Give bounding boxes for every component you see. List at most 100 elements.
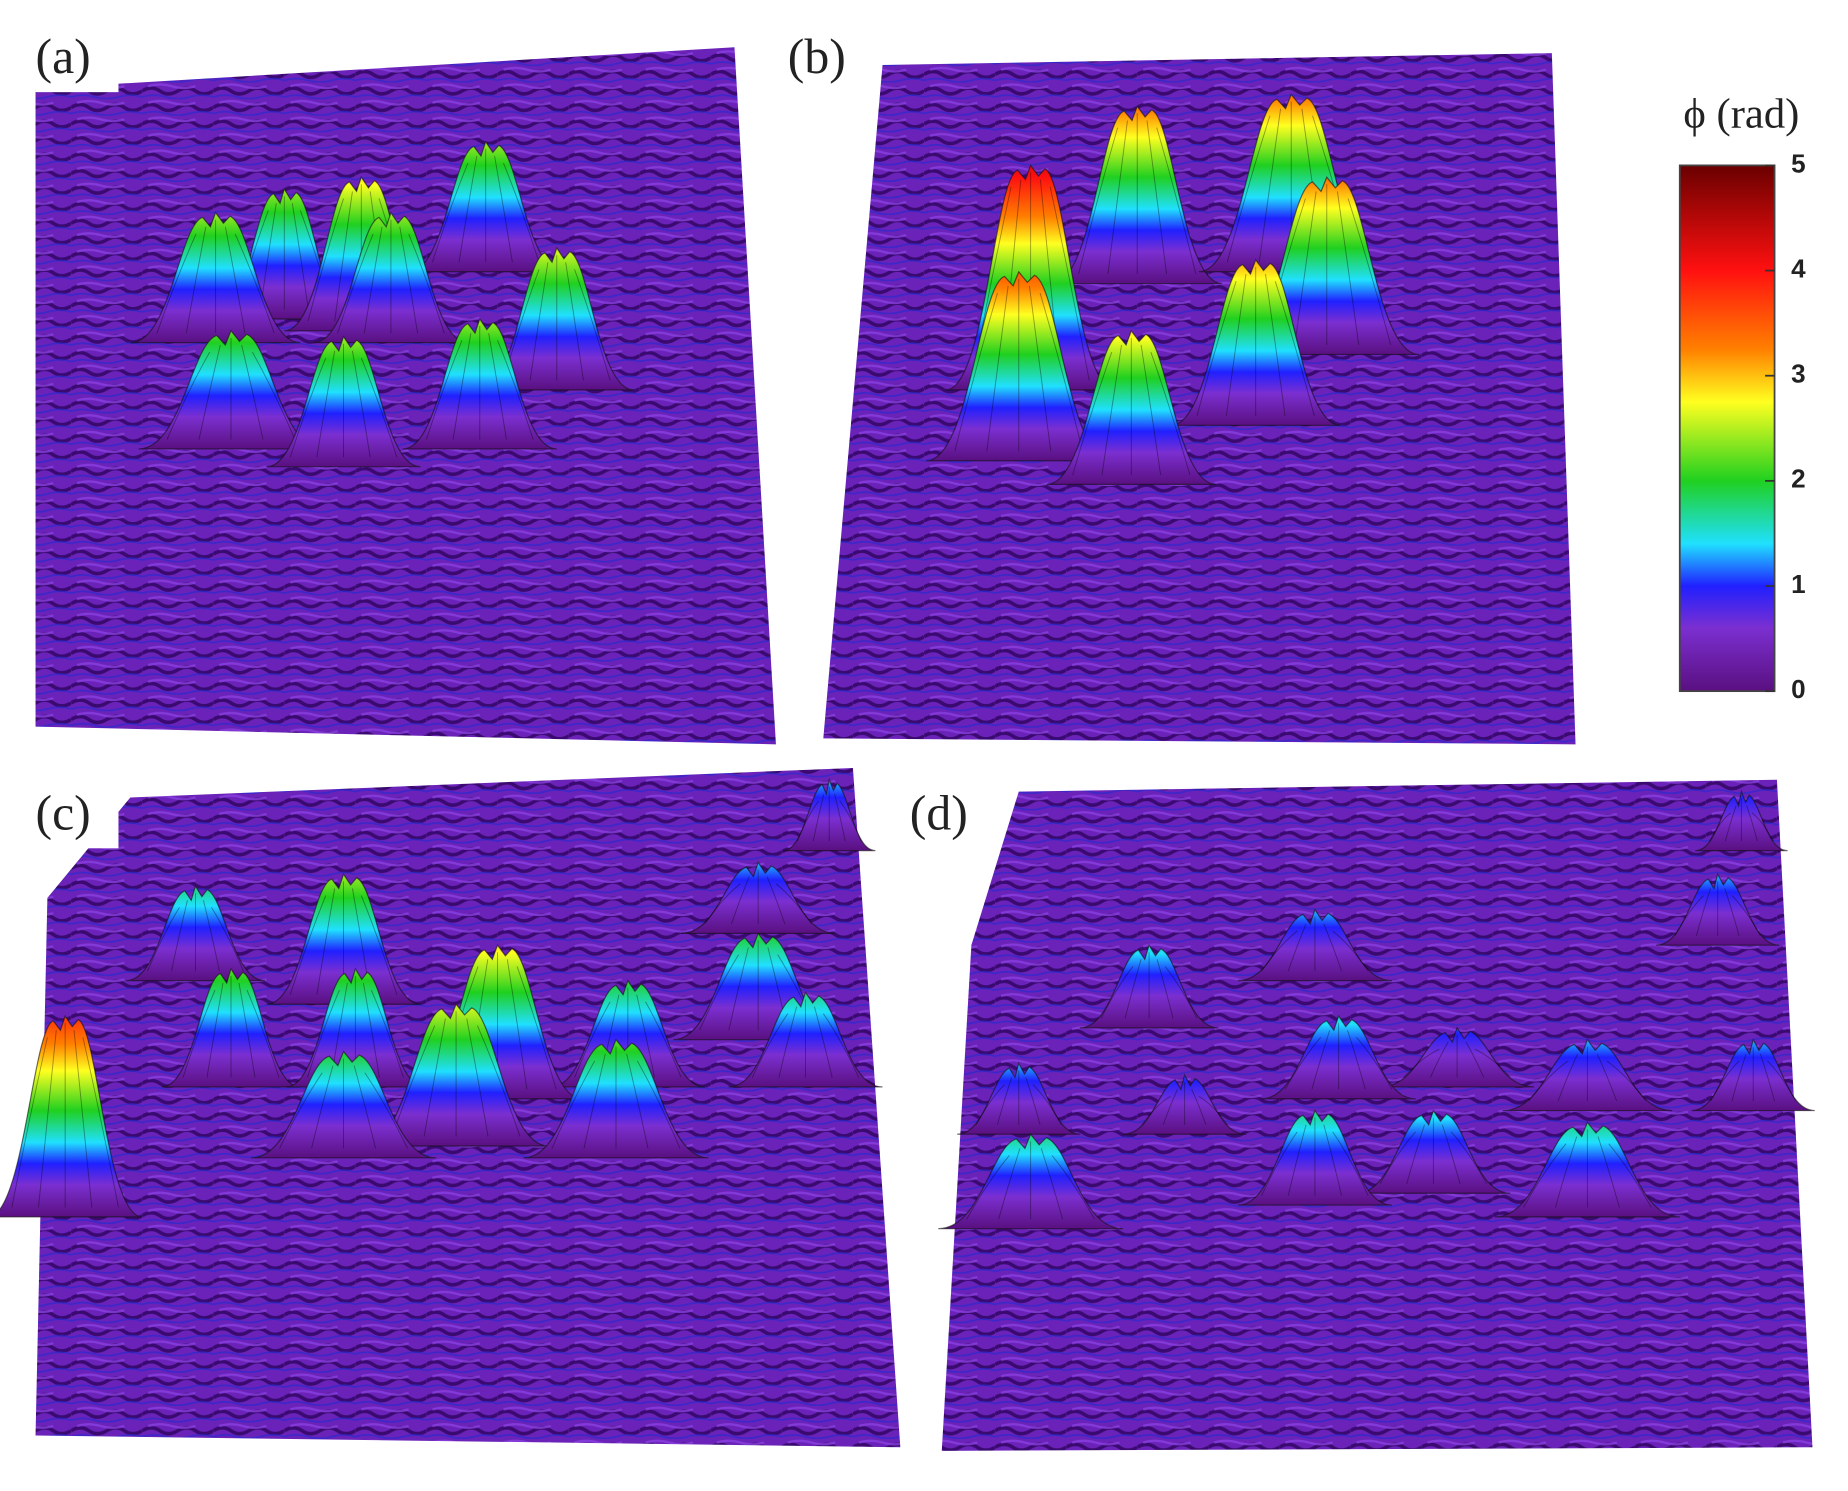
ridge: [1140, 344, 1162, 476]
ridge: [1028, 285, 1052, 452]
ridge: [1040, 1148, 1064, 1220]
ridge: [1429, 1041, 1449, 1078]
ridge: [1465, 1041, 1485, 1078]
ridge: [370, 989, 404, 1078]
ridge: [699, 954, 740, 1031]
panel-label: (c): [36, 785, 91, 840]
peak: [1380, 1026, 1535, 1088]
ridge: [1264, 274, 1286, 416]
ridge: [1141, 1095, 1171, 1126]
peak: [1237, 908, 1392, 982]
peak: [1356, 1109, 1511, 1194]
ridge: [551, 1060, 596, 1149]
ridge: [206, 982, 224, 1078]
ridge: [1191, 1089, 1207, 1125]
ridge: [423, 1018, 446, 1137]
surface-a: [35, 47, 776, 745]
peak: [938, 1133, 1124, 1230]
ridge: [574, 269, 611, 381]
ridge: [1146, 120, 1168, 275]
peak: [286, 967, 425, 1088]
ridge: [1731, 895, 1761, 936]
ridge: [1608, 1143, 1652, 1208]
peak: [1237, 1109, 1392, 1206]
peak: [1502, 1038, 1673, 1112]
peak: [313, 211, 468, 344]
ridge: [466, 1018, 489, 1137]
ridge: [1311, 1030, 1331, 1090]
colorbar-ticks: 0 1 2 3 4 5: [1765, 148, 1806, 704]
panel-label: (a): [36, 29, 91, 84]
peak: [0, 1014, 143, 1218]
ridge: [1746, 805, 1758, 842]
ridge: [1347, 1030, 1366, 1090]
ridge: [1284, 1037, 1322, 1090]
label-bg: [35, 23, 119, 93]
ridge: [636, 994, 655, 1078]
ridge: [966, 1155, 1010, 1220]
ridge: [1049, 186, 1090, 381]
peak: [266, 872, 421, 1005]
ridge: [166, 351, 211, 440]
ridge: [1032, 1084, 1062, 1125]
ridge: [565, 262, 584, 381]
ridge: [238, 982, 256, 1078]
ridge: [775, 883, 812, 925]
ridge: [11, 1037, 48, 1208]
ridge: [1332, 1131, 1369, 1196]
ridge: [364, 1072, 408, 1149]
ridge: [1150, 351, 1191, 476]
ridge: [241, 344, 264, 440]
peak: [1494, 1121, 1680, 1218]
ridge: [38, 1030, 57, 1208]
peak: [130, 211, 301, 344]
ridge: [975, 1084, 1005, 1125]
ridge: [1124, 959, 1142, 1019]
ridge: [291, 203, 309, 310]
ridge: [351, 350, 371, 458]
ridge: [408, 233, 445, 334]
panel-label: (d): [910, 785, 968, 840]
ridge: [1332, 930, 1369, 972]
ridge: [704, 883, 741, 925]
ridge: [334, 191, 353, 322]
ridge: [307, 198, 344, 322]
ridge: [645, 1001, 682, 1078]
ridge: [626, 1053, 649, 1149]
ridge: [1557, 1053, 1579, 1102]
panel-label: (b): [788, 29, 846, 84]
ridge: [426, 340, 463, 440]
peak: [1691, 1038, 1815, 1112]
peak: [363, 1003, 549, 1147]
ridge: [82, 1037, 119, 1208]
ridge: [360, 895, 398, 995]
ridge: [583, 1053, 606, 1149]
peak: [479, 246, 634, 391]
ridge: [516, 966, 557, 1090]
ridge: [1287, 1124, 1307, 1196]
ridge: [147, 907, 180, 972]
ridge: [311, 1065, 334, 1149]
ridge: [1323, 1124, 1343, 1196]
label-bg: [35, 779, 119, 849]
peak: [1695, 789, 1788, 852]
ridge: [202, 900, 220, 972]
ridge: [1072, 351, 1113, 476]
ridge: [1225, 274, 1247, 416]
ridge: [279, 1072, 323, 1149]
peak: [126, 884, 265, 982]
ridge: [636, 1060, 681, 1149]
ridge: [731, 876, 750, 925]
ridge: [156, 233, 197, 334]
ridge: [1162, 1089, 1178, 1125]
ridge: [1051, 1155, 1095, 1220]
peak: [1052, 105, 1222, 285]
ridge: [494, 155, 513, 263]
ridge: [1261, 1131, 1298, 1196]
ridge: [813, 1006, 833, 1078]
ridge: [1474, 1048, 1511, 1078]
ridge: [1164, 966, 1198, 1019]
ridge: [458, 155, 478, 263]
ridge: [1523, 1143, 1567, 1208]
peak: [138, 329, 324, 450]
